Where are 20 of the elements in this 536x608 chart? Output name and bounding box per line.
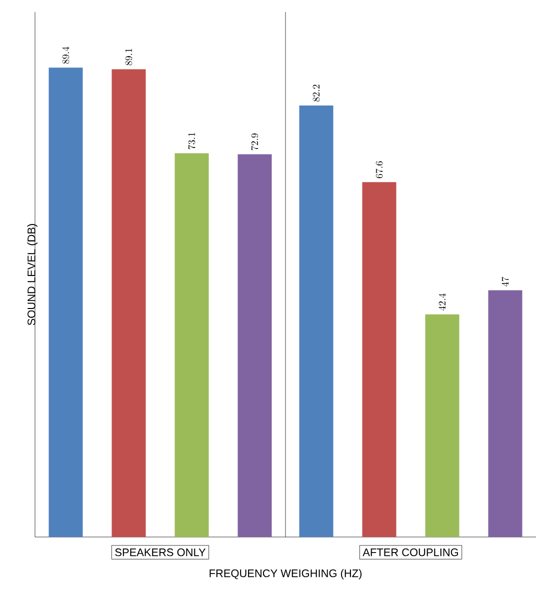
- x-axis-title: FREQUENCY WEIGHING (HZ): [210, 569, 362, 580]
- bar: [299, 105, 334, 537]
- data-label: 47: [502, 276, 509, 286]
- data-label: 89.4: [62, 46, 70, 64]
- data-label: 72.9: [251, 133, 258, 150]
- x-tick-label: SPEAKERS ONLY: [115, 548, 206, 556]
- bar: [425, 314, 460, 537]
- bar: [362, 182, 396, 537]
- data-label: 42.4: [438, 293, 446, 311]
- data-label: 89. 1: [125, 48, 132, 66]
- data-label: 73. 1: [188, 132, 196, 150]
- bar: [112, 69, 146, 537]
- bar: [174, 153, 209, 537]
- bar: [238, 154, 272, 537]
- bar: [488, 290, 522, 537]
- data-label: 82.2: [312, 84, 320, 102]
- y-axis-title: SOUND LEVEL (DB): [27, 224, 38, 326]
- data-label: 67.6: [376, 161, 383, 178]
- bar: [48, 68, 83, 537]
- x-tick-label: AFTER COUPLING: [362, 548, 458, 556]
